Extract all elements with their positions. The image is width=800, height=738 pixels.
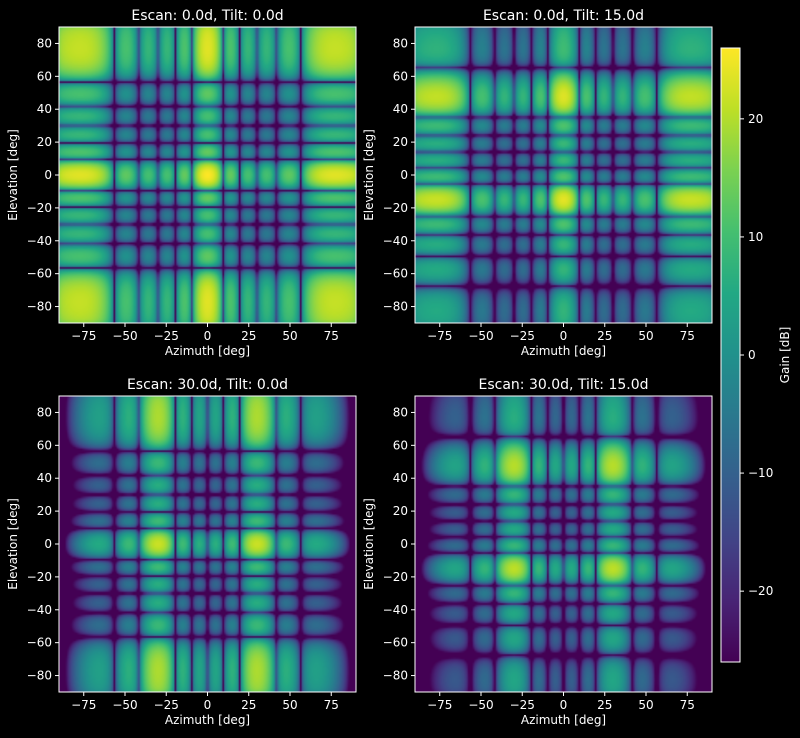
y-tick-label: 80 [393, 405, 408, 419]
colorbar-tick-label: 20 [748, 112, 763, 126]
y-tick-label: 80 [393, 36, 408, 50]
y-axis-label: Elevation [deg] [362, 129, 376, 221]
colorbar-tick-label: −10 [748, 466, 773, 480]
y-tick-label: 20 [393, 135, 408, 149]
x-tick-label: −75 [71, 329, 96, 343]
y-tick-label: −20 [383, 201, 408, 215]
x-tick-label: 50 [638, 698, 653, 712]
x-tick-label: 25 [241, 698, 256, 712]
y-tick-label: −80 [27, 300, 52, 314]
x-tick-label: 0 [204, 698, 212, 712]
y-tick-label: 40 [393, 102, 408, 116]
x-tick-label: 25 [597, 698, 612, 712]
heatmap-image [59, 27, 356, 323]
colorbar-tick-label: 0 [748, 348, 756, 362]
y-axis-label: Elevation [deg] [6, 129, 20, 221]
heatmap-image [59, 396, 356, 692]
panel-title: Escan: 0.0d, Tilt: 15.0d [483, 8, 644, 24]
x-tick-label: −75 [71, 698, 96, 712]
y-tick-label: 40 [37, 471, 52, 485]
colorbar-label: Gain [dB] [778, 327, 792, 384]
x-tick-label: 25 [597, 329, 612, 343]
x-tick-label: 50 [282, 698, 297, 712]
panel-title: Escan: 0.0d, Tilt: 0.0d [131, 8, 283, 24]
y-tick-label: 60 [393, 69, 408, 83]
panel-3: Escan: 30.0d, Tilt: 0.0d −75 −50 −25 0 25 50 75… [6, 377, 357, 727]
x-axis-label: Azimuth [deg] [521, 344, 606, 358]
x-tick-label: 75 [324, 329, 339, 343]
x-tick-label: 0 [560, 329, 568, 343]
heatmap-image [415, 27, 712, 323]
x-tick-label: −25 [510, 698, 535, 712]
y-tick-label: −20 [27, 570, 52, 584]
colorbar: −20 −10 0 10 20 Gain [dB] [720, 47, 792, 663]
x-tick-label: 0 [560, 698, 568, 712]
x-tick-label: −75 [427, 698, 452, 712]
heatmap-image [415, 396, 712, 692]
y-tick-label: −80 [383, 300, 408, 314]
y-tick-label: 60 [37, 69, 52, 83]
y-tick-label: −80 [27, 669, 52, 683]
panel-title: Escan: 30.0d, Tilt: 15.0d [478, 377, 648, 393]
y-tick-label: −40 [27, 234, 52, 248]
y-tick-label: −40 [383, 234, 408, 248]
y-axis-label: Elevation [deg] [362, 498, 376, 590]
y-tick-label: 80 [37, 405, 52, 419]
x-axis-label: Azimuth [deg] [521, 713, 606, 727]
y-tick-label: 0 [400, 168, 408, 182]
x-tick-label: −50 [112, 329, 137, 343]
y-tick-label: 20 [37, 135, 52, 149]
y-tick-label: 80 [37, 36, 52, 50]
x-tick-label: −25 [154, 698, 179, 712]
x-axis-label: Azimuth [deg] [165, 713, 250, 727]
x-tick-label: 50 [282, 329, 297, 343]
y-axis-label: Elevation [deg] [6, 498, 20, 590]
y-tick-label: 20 [393, 504, 408, 518]
colorbar-tick-label: 10 [748, 230, 763, 244]
y-tick-label: −60 [383, 636, 408, 650]
x-tick-label: −50 [468, 698, 493, 712]
x-axis-label: Azimuth [deg] [165, 344, 250, 358]
y-tick-label: 40 [37, 102, 52, 116]
y-tick-label: −60 [27, 267, 52, 281]
y-tick-label: −60 [27, 636, 52, 650]
x-tick-label: 75 [680, 329, 695, 343]
x-tick-label: −75 [427, 329, 452, 343]
y-tick-label: 60 [37, 438, 52, 452]
y-tick-label: 40 [393, 471, 408, 485]
y-tick-label: −80 [383, 669, 408, 683]
y-tick-label: −40 [383, 603, 408, 617]
y-tick-label: 0 [44, 168, 52, 182]
panel-2: Escan: 0.0d, Tilt: 15.0d −75 −50 −25 0 25 50 75… [362, 8, 713, 358]
x-tick-label: 25 [241, 329, 256, 343]
x-tick-label: 0 [204, 329, 212, 343]
y-tick-label: −60 [383, 267, 408, 281]
x-tick-label: −50 [468, 329, 493, 343]
y-tick-label: 20 [37, 504, 52, 518]
x-tick-label: −50 [112, 698, 137, 712]
y-tick-label: −20 [27, 201, 52, 215]
y-tick-label: −40 [27, 603, 52, 617]
x-tick-label: 50 [638, 329, 653, 343]
panel-1: Escan: 0.0d, Tilt: 0.0d −75 −50 −25 0 25 50 75 −… [6, 8, 357, 358]
y-tick-label: 60 [393, 438, 408, 452]
colorbar-scale [720, 47, 741, 663]
x-tick-label: 75 [324, 698, 339, 712]
panel-title: Escan: 30.0d, Tilt: 0.0d [127, 377, 288, 393]
colorbar-tick-label: −20 [748, 584, 773, 598]
y-tick-label: 0 [44, 537, 52, 551]
y-tick-label: −20 [383, 570, 408, 584]
y-tick-label: 0 [400, 537, 408, 551]
x-tick-label: −25 [154, 329, 179, 343]
panel-4: Escan: 30.0d, Tilt: 15.0d −75 −50 −25 0 25 50 7… [362, 377, 713, 727]
x-tick-label: −25 [510, 329, 535, 343]
x-tick-label: 75 [680, 698, 695, 712]
